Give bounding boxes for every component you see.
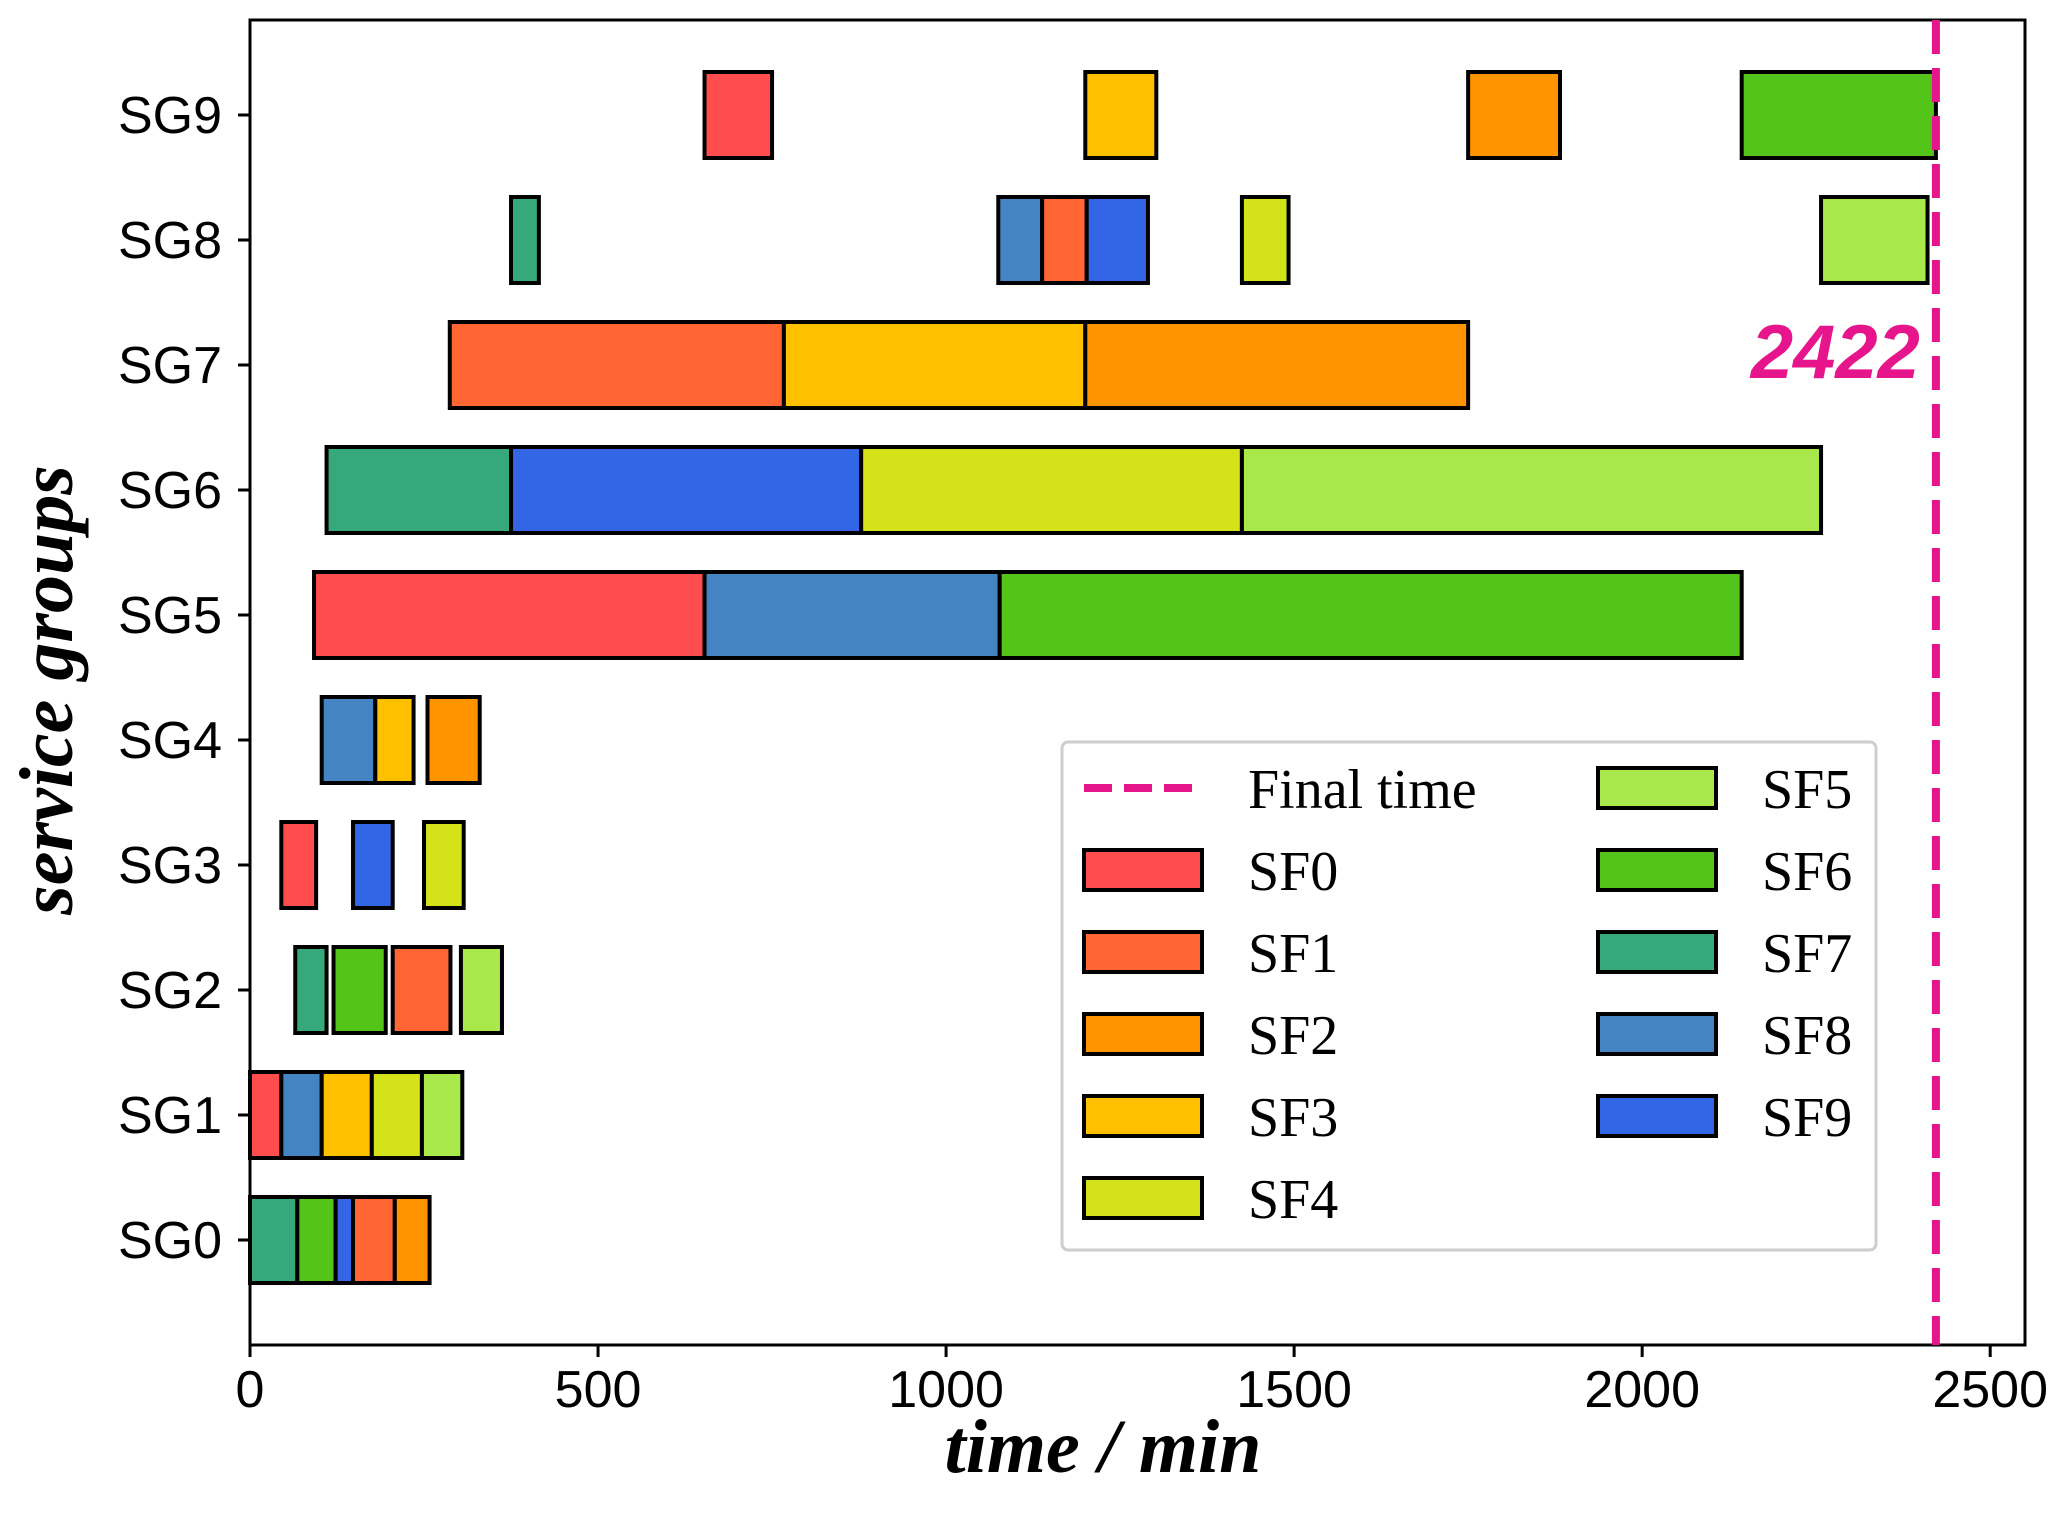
task-bar-sg0-sf1 (351, 1195, 397, 1285)
y-tick-label-sg4: SG4 (118, 712, 222, 770)
task-bar-sg7-sf2 (1083, 320, 1471, 410)
task-bar-sg0-sf7 (248, 1195, 300, 1285)
y-tick-label-sg6: SG6 (118, 462, 222, 520)
task-bar-sg2-sf7 (293, 945, 329, 1035)
legend: Final time SF0 SF1 SF2 SF3 SF4 SF5 SF6 SF7 SF8 SF9 (1060, 740, 1878, 1252)
task-bar-sg9-sf0 (702, 70, 775, 160)
legend-label-sf3: SF3 (1248, 1087, 1338, 1149)
y-tick-label-sg5: SG5 (118, 587, 222, 645)
y-axis-title: service groups (5, 465, 89, 916)
task-bar-sg5-sf6 (997, 570, 1744, 660)
legend-swatch-sf4 (1082, 1176, 1204, 1220)
task-bar-sg5-sf0 (312, 570, 707, 660)
task-bar-sg8-sf4 (1239, 195, 1291, 285)
task-bar-sg6-sf7 (324, 445, 514, 535)
x-tick-label-1500: 1500 (1236, 1361, 1352, 1419)
y-tick-label-sg2: SG2 (118, 962, 222, 1020)
task-bar-sg7-sf3 (781, 320, 1088, 410)
task-bar-sg2-sf5 (458, 945, 504, 1035)
plot-area (248, 18, 2027, 1347)
task-bar-sg2-sf1 (390, 945, 453, 1035)
legend-swatch-sf7 (1596, 930, 1718, 974)
legend-swatch-sf1 (1082, 930, 1204, 974)
task-bar-sg6-sf4 (859, 445, 1244, 535)
final-time-label: 2422 (1749, 310, 1920, 395)
legend-label-sf6: SF6 (1762, 841, 1852, 903)
task-bar-sg4-sf3 (373, 695, 416, 785)
legend-label-sf2: SF2 (1248, 1005, 1338, 1067)
x-tick-label-1000: 1000 (888, 1361, 1004, 1419)
task-bar-sg6-sf9 (509, 445, 864, 535)
legend-label-sf9: SF9 (1762, 1087, 1852, 1149)
legend-swatch-sf0 (1082, 848, 1204, 892)
legend-swatch-sf8 (1596, 1012, 1718, 1056)
legend-swatch-sf9 (1596, 1094, 1718, 1138)
final-time-marker: 2422 (1749, 20, 1940, 1345)
legend-label-sf1: SF1 (1248, 923, 1338, 985)
task-bars (248, 70, 1938, 1285)
task-bar-sg8-sf9 (1084, 195, 1150, 285)
task-bar-sg9-sf3 (1083, 70, 1159, 160)
y-tick-label-sg1: SG1 (118, 1087, 222, 1145)
task-bar-sg3-sf4 (422, 820, 466, 910)
x-axis-title: time / min (945, 1405, 1262, 1489)
x-tick-label-2000: 2000 (1584, 1361, 1700, 1419)
task-bar-sg0-sf2 (392, 1195, 432, 1285)
x-tick-label-0: 0 (236, 1361, 265, 1419)
task-bar-sg8-sf8 (996, 195, 1045, 285)
legend-label-final-time: Final time (1248, 759, 1477, 821)
axes: 0 500 1000 1500 2000 2500 SG0 SG1 SG2 SG3 SG4 SG5 SG… (118, 87, 2048, 1419)
y-tick-label-sg7: SG7 (118, 337, 222, 395)
plot-frame (248, 18, 2027, 1347)
legend-swatch-sf6 (1596, 848, 1718, 892)
legend-swatch-sf5 (1596, 766, 1718, 810)
task-bar-sg3-sf9 (351, 820, 395, 910)
task-bar-sg4-sf2 (425, 695, 482, 785)
legend-swatch-sf3 (1082, 1094, 1204, 1138)
task-bar-sg0-sf6 (295, 1195, 338, 1285)
legend-label-sf7: SF7 (1762, 923, 1852, 985)
task-bar-sg5-sf8 (702, 570, 1002, 660)
task-bar-sg1-sf0 (248, 1070, 284, 1160)
task-bar-sg8-sf5 (1819, 195, 1930, 285)
task-bar-sg7-sf1 (447, 320, 786, 410)
task-bar-sg0-sf9 (333, 1195, 356, 1285)
task-bar-sg4-sf8 (319, 695, 378, 785)
x-tick-label-500: 500 (555, 1361, 642, 1419)
y-tick-label-sg8: SG8 (118, 212, 222, 270)
task-bar-sg9-sf6 (1739, 70, 1938, 160)
task-bar-sg1-sf4 (369, 1070, 424, 1160)
x-tick-label-2500: 2500 (1932, 1361, 2048, 1419)
legend-label-sf5: SF5 (1762, 759, 1852, 821)
task-bar-sg1-sf5 (419, 1070, 465, 1160)
y-tick-label-sg3: SG3 (118, 837, 222, 895)
task-bar-sg2-sf6 (331, 945, 388, 1035)
task-bar-sg1-sf3 (319, 1070, 374, 1160)
legend-label-sf4: SF4 (1248, 1169, 1338, 1231)
task-bar-sg1-sf8 (279, 1070, 324, 1160)
y-tick-label-sg9: SG9 (118, 87, 222, 145)
task-bar-sg9-sf2 (1466, 70, 1563, 160)
task-bar-sg8-sf1 (1040, 195, 1089, 285)
legend-swatch-sf2 (1082, 1012, 1204, 1056)
task-bar-sg3-sf0 (279, 820, 319, 910)
task-bar-sg8-sf7 (509, 195, 541, 285)
y-tick-label-sg0: SG0 (118, 1212, 222, 1270)
legend-label-sf8: SF8 (1762, 1005, 1852, 1067)
task-bar-sg6-sf5 (1239, 445, 1824, 535)
legend-label-sf0: SF0 (1248, 841, 1338, 903)
